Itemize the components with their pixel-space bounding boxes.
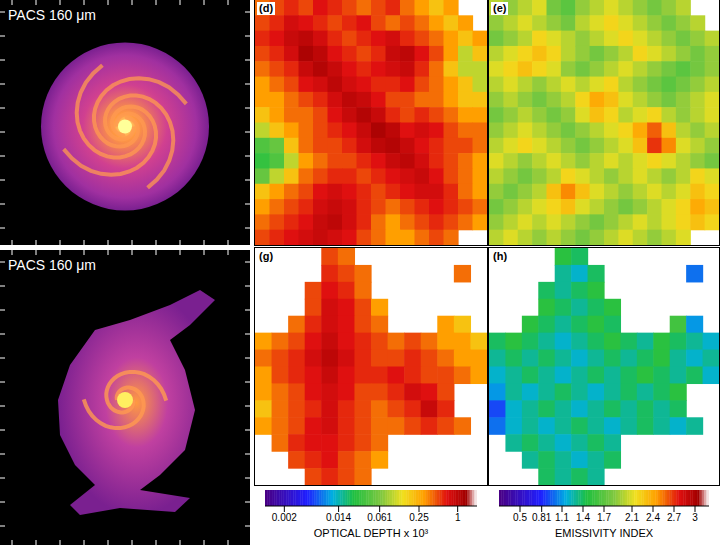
svg-text:1: 1 [455,512,461,523]
html-text:(h): (h) [493,250,507,262]
svg-text:0.002: 0.002 [272,512,297,523]
svg-text:0.014: 0.014 [326,512,351,523]
svg-text:1.4: 1.4 [576,512,590,523]
html-text:(d): (d) [259,2,273,14]
html-text:(g): (g) [259,250,273,262]
svg-text:0.061: 0.061 [367,512,392,523]
svg-text:1.1: 1.1 [555,512,569,523]
svg-text:2.1: 2.1 [625,512,639,523]
svg-text:0.5: 0.5 [513,512,527,523]
svg-text:3: 3 [692,512,698,523]
svg-text:1.7: 1.7 [597,512,611,523]
svg-text:PACS 160 μm: PACS 160 μm [8,257,96,273]
svg-text:0.25: 0.25 [409,512,429,523]
svg-text:2.4: 2.4 [646,512,660,523]
html-text:EMISSIVITY INDEX: EMISSIVITY INDEX [554,527,654,539]
html-text:(e): (e) [493,2,507,14]
html-text:OPTICAL DEPTH x 10³: OPTICAL DEPTH x 10³ [313,527,429,539]
svg-text:0.81: 0.81 [532,512,552,523]
svg-text:2.7: 2.7 [667,512,681,523]
svg-text:PACS 160 μm: PACS 160 μm [8,7,96,23]
